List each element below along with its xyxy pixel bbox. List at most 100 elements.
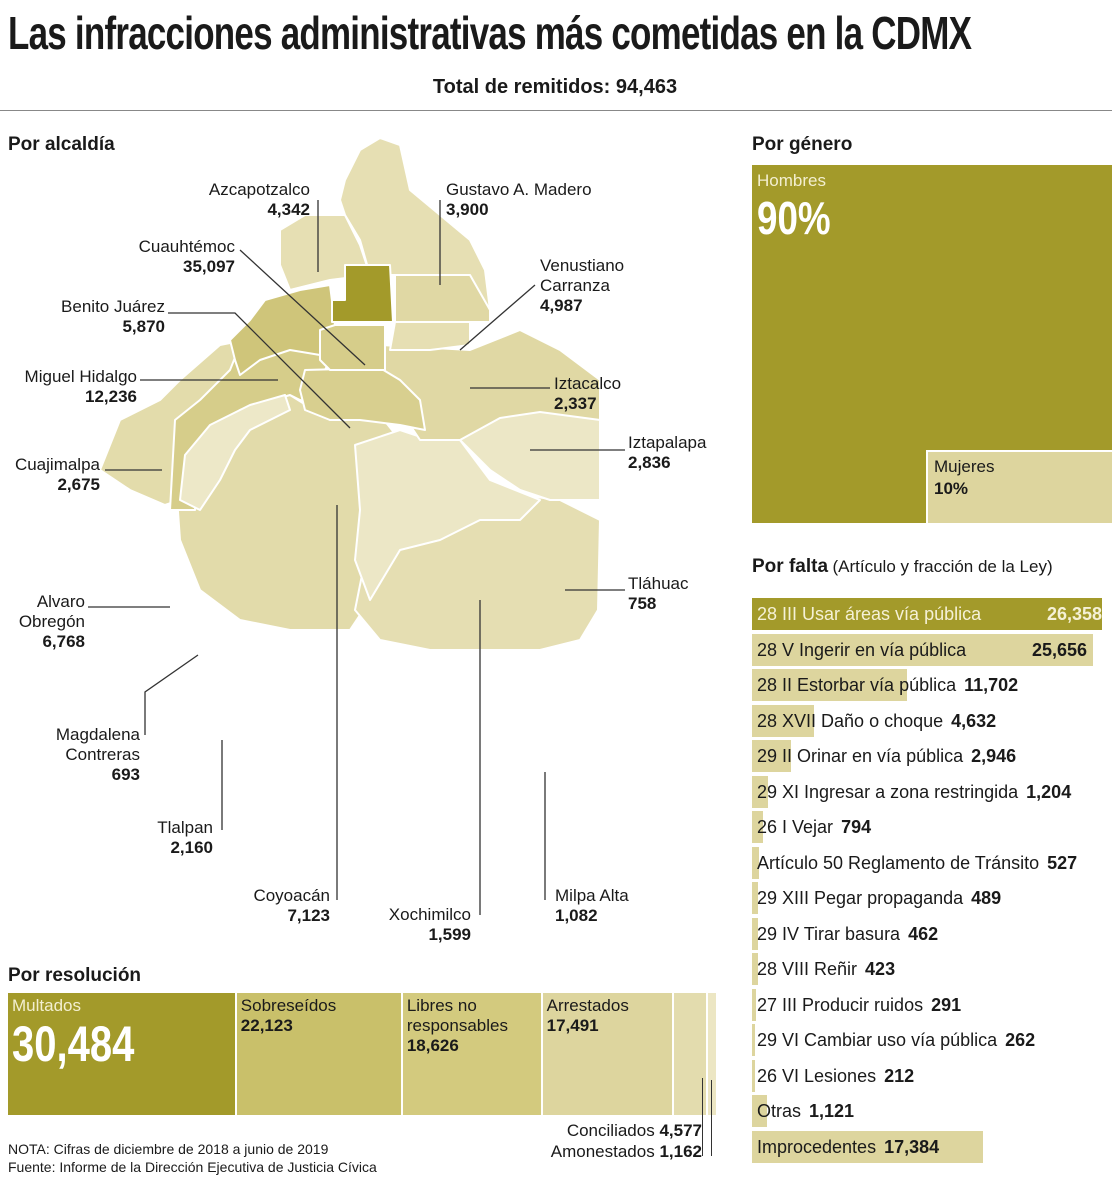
falta-value: 4,632 [951,710,997,731]
label-miguel-hidalgo: Miguel Hidalgo 12,236 [24,367,137,406]
resolucion-cell: Libres no responsables 18,626 [402,993,543,1115]
mujeres-label: Mujeres [934,457,995,476]
label-xochimilco: Xochimilco 1,599 [388,905,471,944]
label-tlalpan: Tlalpan 2,160 [157,818,213,857]
falta-label: 26 VI Lesiones [757,1065,877,1086]
falta-row: Otras 1,121 [757,1095,854,1127]
falta-row: 27 III Producir ruidos 291 [757,989,961,1021]
falta-label: 29 XIII Pegar propaganda [757,888,964,908]
falta-row: Improcedentes 17,384 [757,1131,939,1163]
falta-value: 423 [865,959,896,979]
falta-label: 28 VIII Reñir [757,959,858,979]
resolucion-value: 18,626 [406,1036,459,1055]
section-alcaldia-heading: Por alcaldía [8,134,115,155]
falta-label: 29 VI Cambiar uso vía pública [757,1030,998,1050]
label-iztapalapa: Iztapalapa 2,836 [628,433,707,472]
falta-row: 26 I Vejar 794 [757,811,871,843]
falta-label: 27 III Producir ruidos [757,994,924,1015]
falta-bar [752,953,758,985]
falta-row: 29 XIII Pegar propaganda 489 [757,882,1001,914]
gender-treemap: Hombres 90% Mujeres 10% [752,165,1112,523]
falta-subtitle: (Artículo y fracción de la Ley) [832,557,1053,576]
divider [0,110,1112,111]
resolucion-value: 17,491 [546,1016,599,1035]
falta-label: 29 II Orinar en vía pública [757,746,964,766]
leader-line [702,1078,703,1156]
falta-value: 1,121 [809,1101,855,1121]
label-alvaro-obregon: Alvaro Obregón 6,768 [18,592,85,651]
falta-value: 462 [908,923,939,944]
falta-row: Artículo 50 Reglamento de Tránsito 527 [757,847,1077,879]
resolucion-label: Arrestados [546,996,629,1015]
falta-row: 28 V Ingerir en vía pública 25,656 [757,634,1087,666]
resolucion-label: Multados [12,996,81,1015]
falta-label: 28 V Ingerir en vía pública [757,639,967,660]
falta-bar [752,1095,767,1127]
falta-bar [752,846,759,879]
region-miguel-hidalgo [229,284,336,376]
falta-label: Otras [757,1101,802,1121]
hombres-value: 90% [757,192,831,244]
falta-label: Artículo 50 Reglamento de Tránsito [757,852,1040,873]
falta-bar [752,917,759,950]
falta-value: 17,384 [884,1136,940,1157]
label-cuauhtemoc: Cuauhtémoc 35,097 [138,237,235,276]
falta-label: 29 IV Tirar basura [757,923,901,944]
falta-label: Improcedentes [757,1136,877,1157]
label-cuajimalpa: Cuajimalpa 2,675 [14,455,100,494]
region-cuauhtemoc [331,264,394,323]
resolucion-label: Libres no responsables [406,996,508,1035]
falta-row: 28 II Estorbar vía pública 11,702 [757,669,1018,701]
region-iztacalco [389,321,471,351]
mujeres-value: 10% [934,479,969,498]
falta-value: 25,656 [1031,639,1087,660]
total-remitidos: Total de remitidos: 94,463 [432,76,678,98]
label-gustavo-a-madero: Gustavo A. Madero 3,900 [446,180,592,219]
resolucion-cell: Multados 30,484 [8,993,237,1115]
source-text: Fuente: Informe de la Dirección Ejecutiv… [8,1159,377,1175]
falta-value: 262 [1005,1030,1036,1050]
falta-bar [752,882,759,914]
falta-row: 28 VIII Reñir 423 [757,953,895,985]
note-text: NOTA: Cifras de diciembre de 2018 a juni… [8,1141,329,1157]
falta-value: 527 [1047,852,1078,873]
label-tlahuac: Tláhuac 758 [628,574,689,613]
falta-bar [752,669,908,701]
hombres-label: Hombres [757,171,826,190]
resolucion-cell [673,993,709,1115]
label-azcapotzalco: Azcapotzalco 4,342 [208,180,310,219]
resolucion-value: 30,484 [12,1016,135,1072]
label-magdalena-contreras: Magdalena Contreras 693 [55,725,140,784]
region-coyoacan [299,367,426,431]
resolucion-cell: Arrestados 17,491 [542,993,674,1115]
falta-bar [752,988,756,1021]
mujeres-cell: Mujeres 10% [926,450,1112,523]
falta-value: 11,702 [964,675,1019,695]
falta-bar [752,775,768,808]
falta-row: 29 IV Tirar basura 462 [757,918,938,950]
falta-row: 29 II Orinar en vía pública 2,946 [757,740,1016,772]
falta-bar [752,740,792,772]
small-resolucion-labels: Conciliados 4,577 Amonestados 1,162 [500,1120,702,1162]
section-resolucion-heading: Por resolución [8,965,142,986]
label-venustiano-carranza: Venustiano Carranza 4,987 [540,256,625,315]
falta-bar [752,1130,983,1163]
resolucion-cell [708,993,719,1115]
label-milpa-alta: Milpa Alta 1,082 [555,886,629,925]
falta-bar [752,598,1102,630]
falta-row: 29 XI Ingresar a zona restringida 1,204 [757,776,1071,808]
page-title: Las infracciones administrativas más com… [8,7,972,59]
falta-row: 28 XVII Daño o choque 4,632 [757,705,996,737]
leader-lines [88,200,625,915]
resolucion-cell: Sobreseídos 22,123 [236,993,403,1115]
falta-value: 1,204 [1026,781,1072,802]
resolucion-label: Sobreseídos [240,996,337,1015]
falta-bar [752,704,814,737]
falta-value: 26,358 [1046,604,1102,624]
label-iztacalco: Iztacalco 2,337 [554,374,622,413]
falta-row: 28 III Usar áreas vía pública 26,358 [757,598,1102,630]
section-falta-heading: Por falta (Artículo y fracción de la Ley… [752,556,1053,578]
falta-row: 26 VI Lesiones 212 [757,1060,914,1092]
